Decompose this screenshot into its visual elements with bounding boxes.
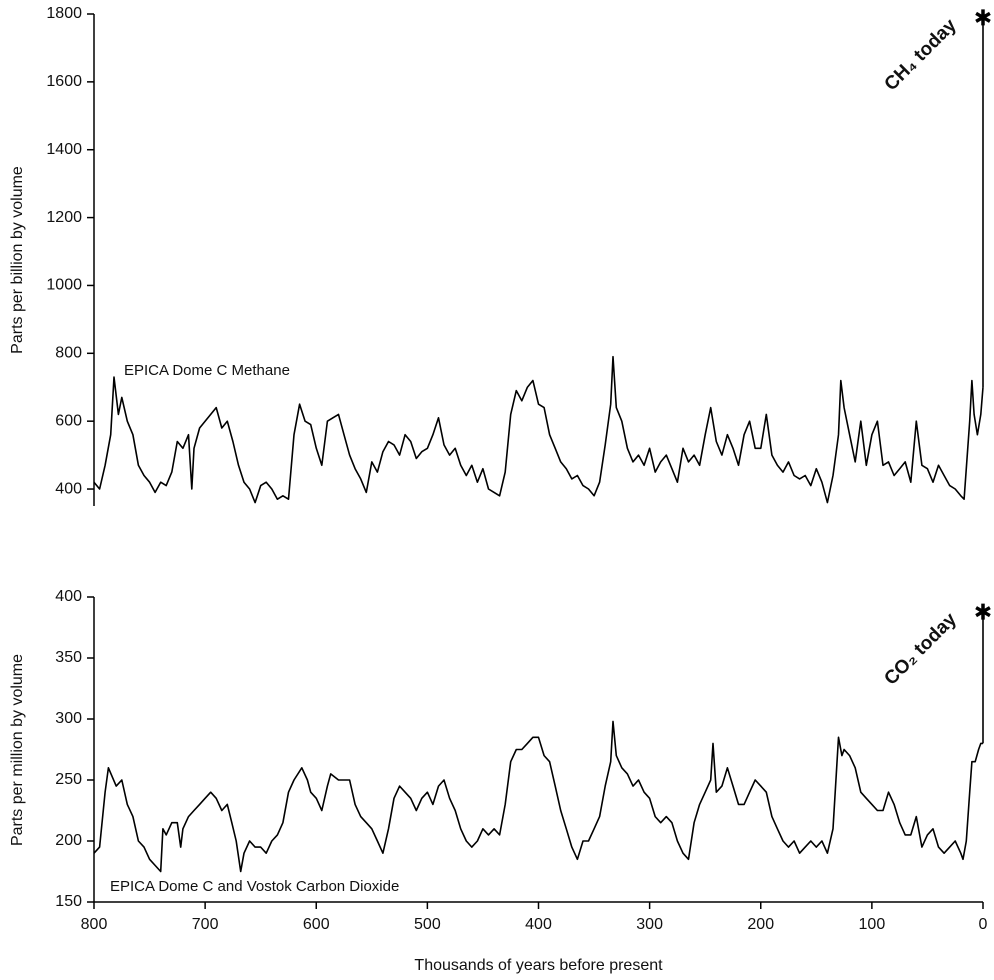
- y-tick-label: 350: [55, 649, 82, 666]
- data-line: [93, 720, 983, 873]
- x-tick-label: 0: [979, 916, 988, 933]
- y-tick-label: 1800: [46, 5, 82, 22]
- x-tick-label: 800: [81, 916, 108, 933]
- x-tick-label: 200: [747, 916, 774, 933]
- today-label: CH₄ today: [881, 15, 962, 96]
- today-marker: [975, 9, 991, 26]
- y-tick-label: 200: [55, 832, 82, 849]
- x-tick-label: 700: [192, 916, 219, 933]
- x-tick-label: 500: [414, 916, 441, 933]
- x-tick-label: 100: [859, 916, 886, 933]
- series-label: EPICA Dome C and Vostok Carbon Dioxide: [110, 878, 399, 895]
- x-tick-label: 300: [636, 916, 663, 933]
- x-tick-label: 400: [525, 916, 552, 933]
- data-line: [93, 355, 984, 504]
- series-label: EPICA Dome C Methane: [124, 362, 290, 379]
- today-marker: [975, 603, 991, 620]
- y-tick-label: 1200: [46, 209, 82, 226]
- y-tick-label: 400: [55, 480, 82, 497]
- y-tick-label: 300: [55, 710, 82, 727]
- y-tick-label: 150: [55, 893, 82, 910]
- y-axis-label: Parts per million by volume: [9, 654, 26, 846]
- y-tick-label: 1600: [46, 73, 82, 90]
- y-tick-label: 600: [55, 412, 82, 429]
- x-axis-label: Thousands of years before present: [414, 957, 663, 974]
- y-tick-label: 250: [55, 771, 82, 788]
- y-tick-label: 1000: [46, 277, 82, 294]
- y-tick-label: 1400: [46, 141, 82, 158]
- y-axis-label: Parts per billion by volume: [9, 166, 26, 354]
- today-label: CO₂ today: [880, 609, 961, 690]
- y-tick-label: 800: [55, 345, 82, 362]
- y-tick-label: 400: [55, 588, 82, 605]
- x-tick-label: 600: [303, 916, 330, 933]
